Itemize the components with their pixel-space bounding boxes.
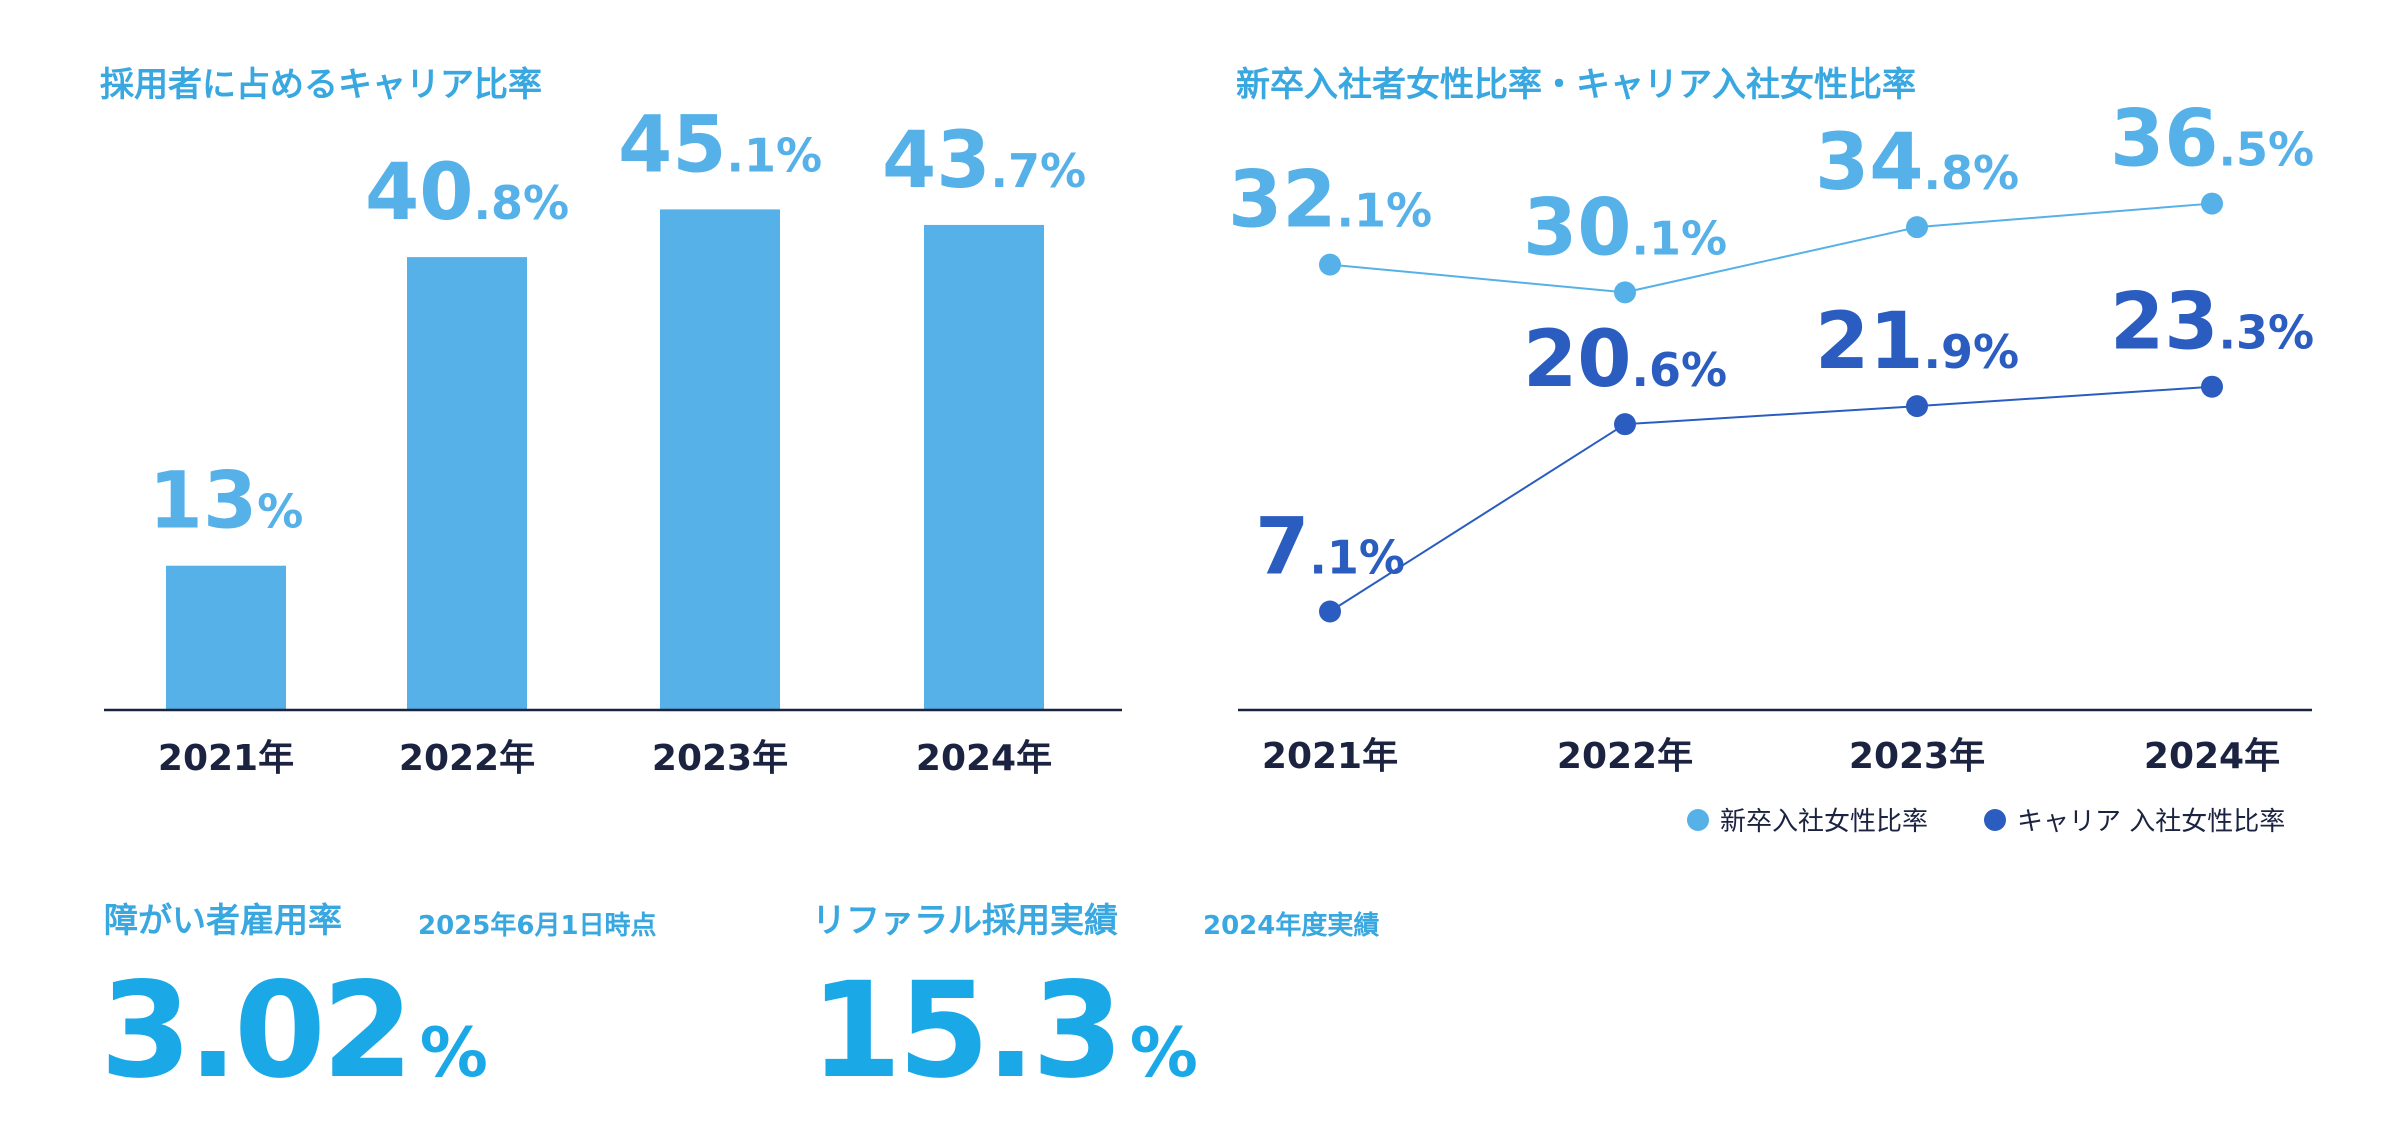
line-category-label-0: 2021年 xyxy=(1262,736,1398,777)
disability-stat-unit: % xyxy=(420,1014,486,1093)
referral-stat-value: 15.3% xyxy=(810,954,1196,1108)
line-value-label-1-3-dec: .3 xyxy=(2218,306,2267,360)
bar-value-label-2: 45.1% xyxy=(618,100,822,190)
bar-value-label-3: 43.7% xyxy=(882,116,1086,206)
career-ratio-bar-chart: 採用者に占めるキャリア比率 13%40.8%45.1% 43.7% 2021年 20… xyxy=(100,65,1122,779)
line-point-0-2 xyxy=(1906,216,1928,239)
line-point-1-1 xyxy=(1614,413,1636,436)
legend-label-career: キャリア 入社女性比率 xyxy=(2017,807,2285,837)
line-value-label-1-3-pct: % xyxy=(2268,306,2314,360)
disability-stat-value: 3.02% xyxy=(100,954,486,1108)
line-value-label-0-2-dec: .8 xyxy=(1923,146,1972,200)
line-category-label-2: 2023年 xyxy=(1849,736,1985,777)
line-value-label-1-3-int: 23 xyxy=(2110,278,2219,368)
referral-stat-note: 2024年度実績 xyxy=(1203,910,1379,941)
bar-value-label-3-dec: .7 xyxy=(990,144,1039,198)
line-point-0-1 xyxy=(1614,281,1636,304)
bar-category-label-0: 2021年 xyxy=(158,738,294,779)
line-series-group xyxy=(1319,192,2223,623)
line-value-label-0-0-dec: .1 xyxy=(1336,184,1385,238)
line-value-label-1-1: 20.6% xyxy=(1523,315,1727,405)
line-value-label-0-0-int: 32 xyxy=(1228,156,1337,246)
bar-2021年 xyxy=(166,565,286,710)
legend-marker-career xyxy=(1984,809,2006,831)
bar-2024年 xyxy=(924,224,1044,710)
referral-hiring-stat: リファラル採用実績 2024年度実績 15.3% xyxy=(810,901,1379,1108)
bar-value-labels: 13%40.8%45.1% 43.7% xyxy=(149,100,1086,546)
line-value-label-0-3: 36.5% xyxy=(2110,95,2314,185)
line-value-label-0-1-pct: % xyxy=(1681,211,1727,265)
line-point-1-0 xyxy=(1319,600,1341,623)
bar-value-label-2-dec: .1 xyxy=(726,128,775,182)
line-value-label-0-2-int: 34 xyxy=(1815,118,1924,208)
line-value-label-1-0-dec: .1 xyxy=(1309,530,1358,584)
line-value-label-0-0-pct: % xyxy=(1386,184,1432,238)
bar-value-label-1: 40.8% xyxy=(365,148,569,238)
line-value-label-0-3-dec: .5 xyxy=(2218,123,2267,177)
bar-category-labels: 2021年 2022年 2023年 2024年 xyxy=(158,738,1052,779)
line-value-label-0-1-int: 30 xyxy=(1523,183,1632,273)
line-value-label-0-3-pct: % xyxy=(2268,123,2314,177)
bar-category-label-2: 2023年 xyxy=(652,738,788,779)
bar-value-label-0-pct: % xyxy=(257,485,303,539)
line-category-labels: 2021年 2022年 2023年 2024年 xyxy=(1262,736,2280,777)
bar-category-label-1: 2022年 xyxy=(399,738,535,779)
line-chart-title: 新卒入社者女性比率・キャリア入社女性比率 xyxy=(1236,65,1916,105)
bar-value-label-1-pct: % xyxy=(523,176,569,230)
disability-stat-number: 3.02 xyxy=(100,954,410,1108)
line-value-label-1-0-int: 7 xyxy=(1255,502,1309,592)
bar-value-label-2-pct: % xyxy=(776,128,822,182)
bar-2023年 xyxy=(660,209,780,710)
bar-group xyxy=(166,209,1044,710)
line-value-label-0-1: 30.1% xyxy=(1523,183,1727,273)
line-value-label-0-1-dec: .1 xyxy=(1631,211,1680,265)
line-value-label-0-2-pct: % xyxy=(1973,146,2019,200)
disability-employment-stat: 障がい者雇用率 2025年6月1日時点 3.02% xyxy=(100,901,657,1108)
line-value-label-1-2-dec: .9 xyxy=(1923,325,1972,379)
disability-stat-note: 2025年6月1日時点 xyxy=(418,910,657,941)
female-ratio-line-chart: 新卒入社者女性比率・キャリア入社女性比率 32.1% 30.1%34.8% 36.5… xyxy=(1228,65,2314,837)
line-value-label-1-0-pct: % xyxy=(1359,530,1405,584)
line-value-label-0-0: 32.1% xyxy=(1228,156,1432,246)
line-series-0 xyxy=(1329,202,2213,294)
bar-value-label-1-dec: .8 xyxy=(473,176,522,230)
bar-value-label-3-pct: % xyxy=(1040,144,1086,198)
line-value-label-1-2-int: 21 xyxy=(1815,297,1924,387)
disability-stat-title: 障がい者雇用率 xyxy=(104,901,342,941)
line-value-label-1-3: 23.3% xyxy=(2110,278,2314,368)
line-value-label-1-2-pct: % xyxy=(1973,325,2019,379)
line-category-label-1: 2022年 xyxy=(1557,736,1693,777)
line-category-label-3: 2024年 xyxy=(2144,736,2280,777)
line-value-label-1-1-pct: % xyxy=(1681,343,1727,397)
bar-2022年 xyxy=(407,257,527,710)
line-point-1-3 xyxy=(2201,375,2223,398)
line-value-label-0-3-int: 36 xyxy=(2110,95,2219,185)
bar-value-label-1-int: 40 xyxy=(365,148,474,238)
bar-chart-title: 採用者に占めるキャリア比率 xyxy=(100,65,542,105)
referral-stat-title: リファラル採用実績 xyxy=(812,901,1118,941)
line-point-0-0 xyxy=(1319,253,1341,276)
line-value-label-0-2: 34.8% xyxy=(1815,118,2019,208)
line-value-label-1-1-dec: .6 xyxy=(1631,343,1680,397)
line-value-label-1-0: 7.1% xyxy=(1255,502,1405,592)
line-value-label-1-1-int: 20 xyxy=(1523,315,1632,405)
bar-value-label-2-int: 45 xyxy=(618,100,727,190)
referral-stat-unit: % xyxy=(1130,1014,1196,1093)
line-point-0-3 xyxy=(2201,192,2223,215)
referral-stat-number: 15.3 xyxy=(810,954,1120,1108)
legend-label-new-grad: 新卒入社女性比率 xyxy=(1720,807,1928,837)
line-series-1 xyxy=(1329,385,2213,613)
line-point-1-2 xyxy=(1906,395,1928,418)
bar-value-label-0-int: 13 xyxy=(149,457,258,547)
line-chart-legend: 新卒入社女性比率 キャリア 入社女性比率 xyxy=(1687,807,2285,837)
bar-value-label-3-int: 43 xyxy=(882,116,991,206)
line-value-labels: 32.1% 30.1%34.8% 36.5%7.1%20.6% 21.9% 23.3% xyxy=(1228,95,2314,593)
legend-marker-new-grad xyxy=(1687,809,1709,831)
line-value-label-1-2: 21.9% xyxy=(1815,297,2019,387)
bar-value-label-0: 13% xyxy=(149,457,304,547)
bar-category-label-3: 2024年 xyxy=(916,738,1052,779)
